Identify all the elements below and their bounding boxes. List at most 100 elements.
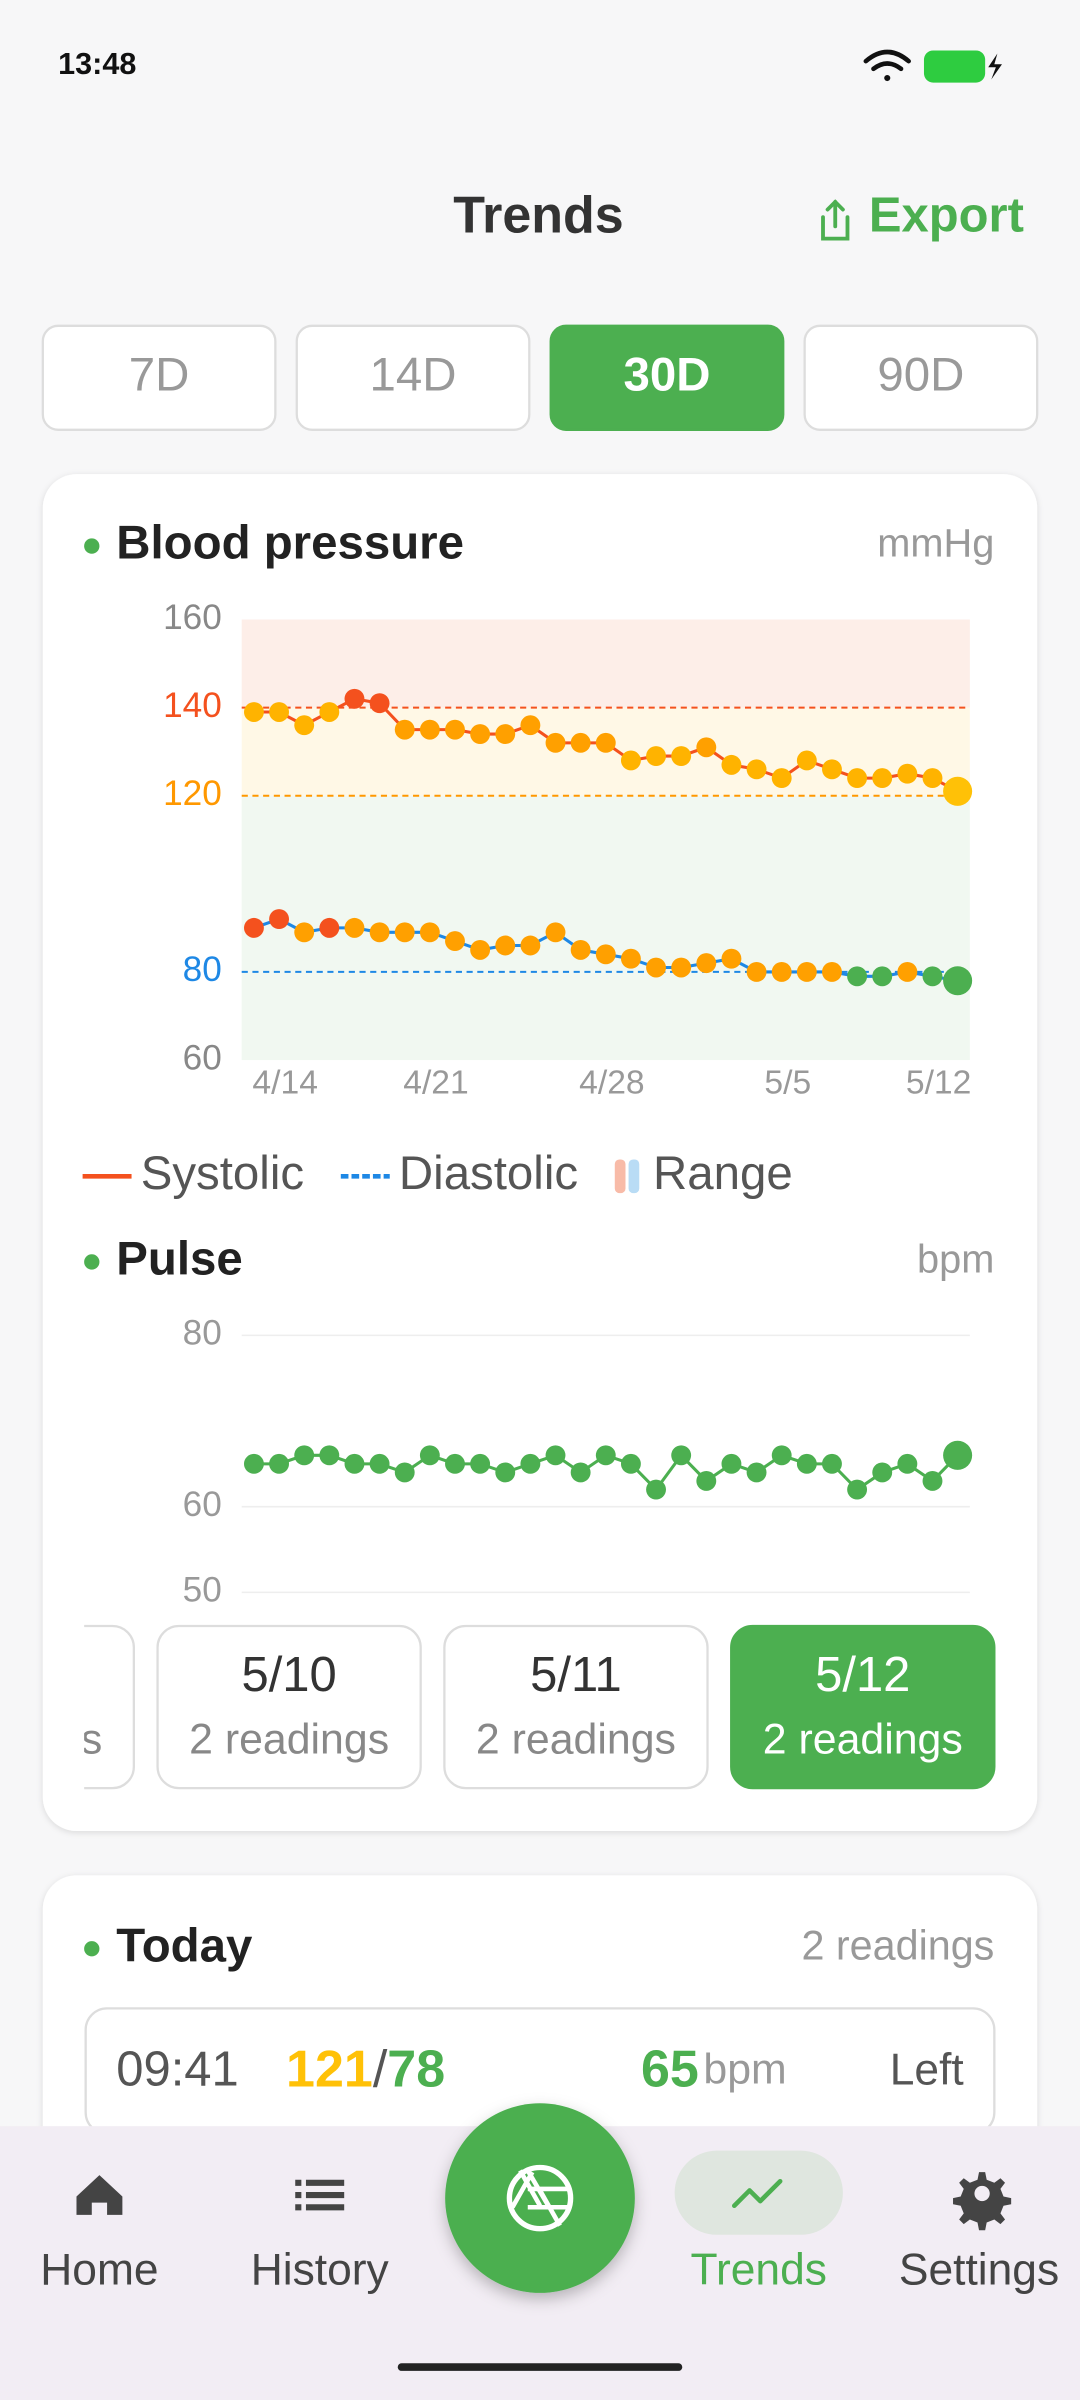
- data-point: [620, 948, 641, 969]
- data-point: [796, 961, 817, 982]
- data-point: [294, 715, 315, 736]
- data-point: [520, 715, 541, 736]
- data-point: [269, 1453, 290, 1474]
- data-point: [470, 724, 491, 744]
- pulse-value: 65: [641, 2040, 699, 2098]
- x-tick-label: 4/14: [252, 1064, 317, 1101]
- data-point: [570, 1462, 591, 1483]
- x-tick-label: 4/28: [579, 1064, 644, 1101]
- nav-icon: [731, 2178, 783, 2209]
- data-point: [646, 746, 666, 767]
- nav-label[interactable]: Trends: [691, 2246, 827, 2295]
- data-point: [243, 917, 264, 938]
- x-tick-label: 5/5: [764, 1064, 811, 1101]
- day-chip[interactable]: [730, 1624, 996, 1790]
- data-point: [746, 759, 767, 780]
- data-point: [595, 944, 616, 965]
- reading-time: 09:41: [116, 2043, 238, 2097]
- data-point: [394, 922, 415, 943]
- data-point: [369, 693, 390, 714]
- bullet: [84, 538, 100, 554]
- data-point: [570, 732, 591, 753]
- page-title: Trends: [453, 186, 624, 244]
- chip-readings: 2 readings: [763, 1716, 963, 1764]
- data-point: [746, 961, 767, 982]
- data-point: [570, 939, 591, 960]
- data-point: [897, 763, 918, 784]
- data-point: [872, 966, 893, 987]
- wifi-icon: [863, 49, 911, 82]
- data-point: [470, 939, 491, 960]
- x-tick-label: 5/12: [906, 1064, 971, 1101]
- data-point: [419, 719, 440, 740]
- data-point: [419, 922, 440, 943]
- data-point: [495, 724, 516, 744]
- range-tab-label: 30D: [623, 348, 710, 401]
- charging-icon: [988, 53, 1002, 80]
- data-point: [771, 768, 792, 789]
- y-tick-label: 50: [183, 1571, 222, 1610]
- data-point: [822, 1453, 842, 1474]
- data-point: [520, 1453, 541, 1474]
- data-point: [822, 961, 842, 982]
- nav-label[interactable]: Settings: [899, 2246, 1059, 2295]
- data-point: [495, 935, 516, 956]
- day-chip[interactable]: [0, 1624, 135, 1790]
- range-tab[interactable]: [295, 324, 531, 431]
- data-point: [545, 922, 566, 943]
- range-tab-label: 14D: [370, 348, 457, 401]
- today-count: 2 readings: [801, 1923, 994, 1969]
- data-point: [847, 966, 868, 987]
- zone-band: [241, 971, 970, 1061]
- shutter-icon: [506, 2164, 574, 2232]
- bullet: [84, 1941, 100, 1957]
- y-tick-label: 80: [183, 950, 222, 989]
- y-tick-label: 120: [163, 774, 222, 813]
- today-title: Today: [116, 1919, 253, 1972]
- separator: /: [373, 2040, 388, 2098]
- data-point: [445, 931, 465, 952]
- data-point: [897, 961, 918, 982]
- data-point: [620, 750, 641, 771]
- data-point: [746, 1462, 767, 1483]
- day-chip[interactable]: [443, 1624, 709, 1790]
- export-icon[interactable]: [821, 199, 850, 241]
- data-point: [696, 737, 717, 758]
- data-point: [897, 1453, 918, 1474]
- data-point: [294, 922, 315, 943]
- data-point: [646, 1479, 666, 1500]
- data-point: [344, 917, 365, 938]
- data-point: [671, 957, 692, 978]
- range-tab[interactable]: [549, 324, 785, 431]
- pulse-unit: bpm: [703, 2046, 786, 2094]
- range-tab[interactable]: [803, 324, 1039, 431]
- data-point: [696, 1471, 717, 1491]
- data-point: [696, 953, 717, 974]
- status-time: 13:48: [58, 47, 136, 81]
- day-chip[interactable]: [156, 1624, 422, 1790]
- zone-band: [241, 619, 970, 708]
- data-point: [445, 719, 465, 740]
- data-point: [721, 754, 742, 775]
- y-tick-label: 140: [163, 686, 222, 725]
- data-point: [796, 750, 817, 771]
- legend-label: Range: [653, 1147, 793, 1200]
- chip-readings: 2 readings: [476, 1716, 676, 1764]
- legend-swatch: [628, 1159, 640, 1194]
- data-point: [520, 935, 541, 956]
- export-button[interactable]: Export: [869, 189, 1024, 243]
- legend-label: Diastolic: [399, 1147, 578, 1200]
- data-point: [243, 702, 264, 722]
- range-tab-label: 7D: [129, 348, 190, 401]
- camera-fab[interactable]: [445, 2103, 635, 2293]
- nav-label[interactable]: Home: [40, 2246, 158, 2295]
- nav-icon: [295, 2179, 345, 2211]
- nav-label[interactable]: History: [251, 2246, 390, 2295]
- chip-readings: 2 readings: [189, 1716, 389, 1764]
- legend-label: Systolic: [141, 1147, 304, 1200]
- data-point: [943, 776, 973, 806]
- nav-active-pill: [674, 2150, 843, 2235]
- range-tab[interactable]: [41, 324, 277, 431]
- data-point: [771, 961, 792, 982]
